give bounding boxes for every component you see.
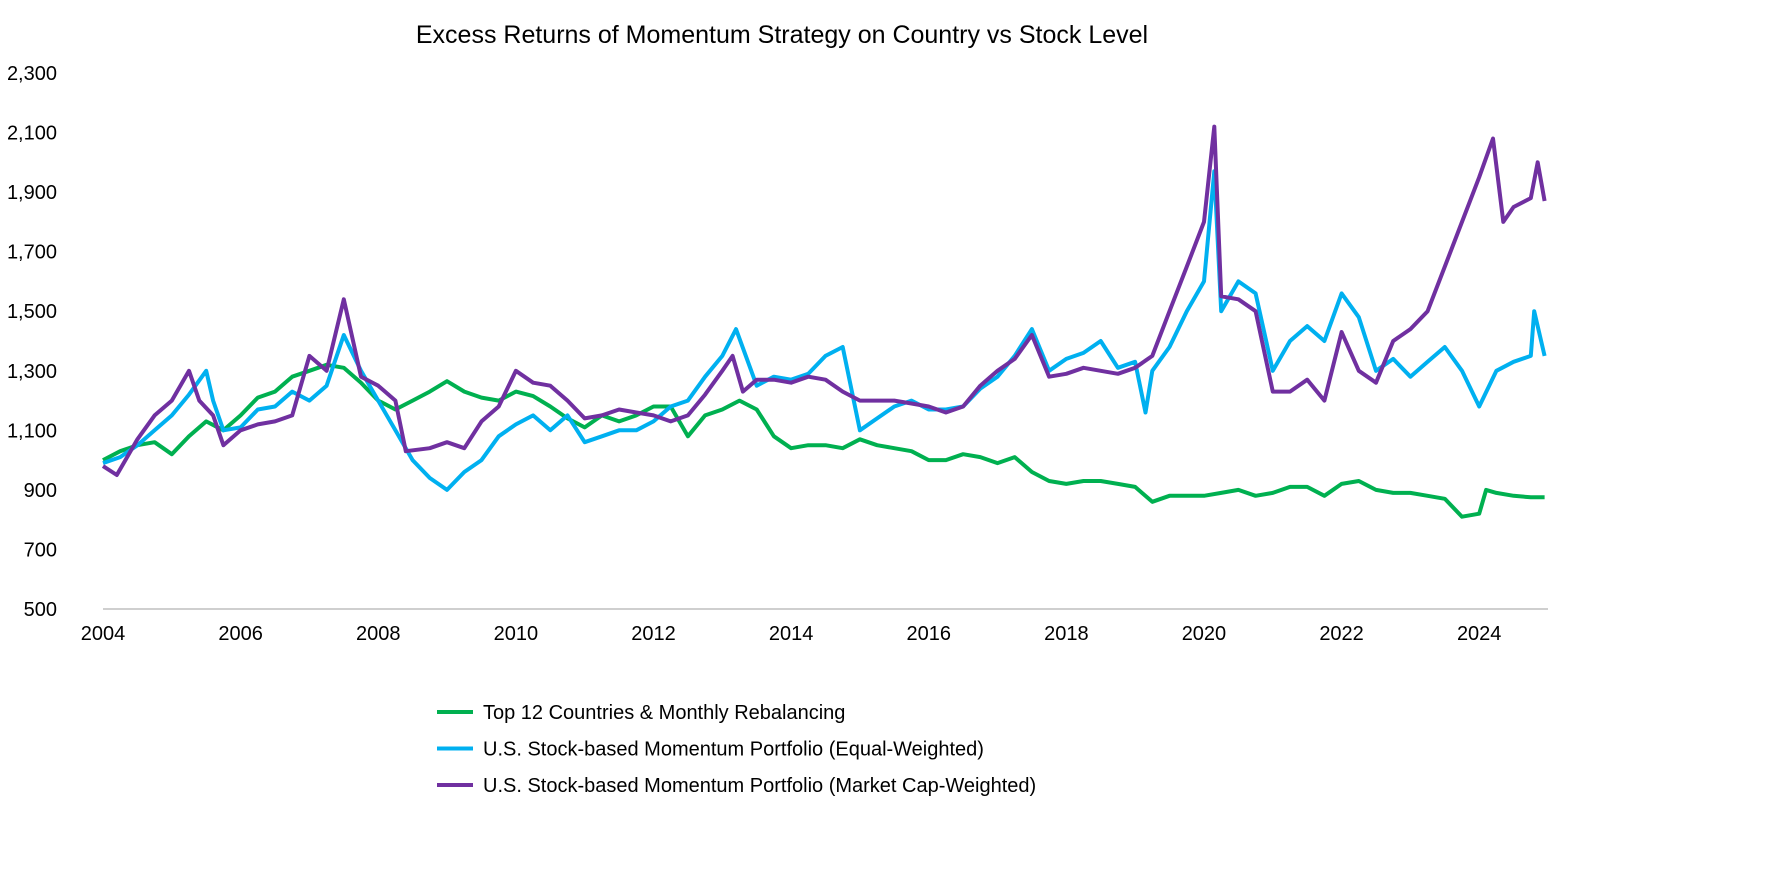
y-tick-label: 500 [24, 599, 57, 621]
x-tick-label: 2020 [1182, 623, 1227, 645]
chart-title: Excess Returns of Momentum Strategy on C… [416, 21, 1148, 49]
y-tick-label: 700 [24, 539, 57, 561]
legend-label: Top 12 Countries & Monthly Rebalancing [483, 702, 845, 724]
y-tick-label: 1,500 [7, 301, 57, 323]
y-tick-label: 2,300 [7, 63, 57, 85]
y-tick-label: 2,100 [7, 123, 57, 145]
y-axis: 500 700 900 1,100 1,300 1,500 1,700 1,900 2,100 2… [7, 63, 57, 621]
series-line-1 [102, 362, 1545, 519]
x-tick-label: 2010 [494, 623, 539, 645]
legend-label: U.S. Stock-based Momentum Portfolio (Mar… [483, 775, 1036, 797]
series-line-2 [102, 169, 1547, 492]
x-axis: 2004 2006 2008 2010 2012 2014 2016 2018 2020 2022… [81, 623, 1502, 645]
x-tick-label: 2022 [1319, 623, 1364, 645]
series-group [101, 124, 1547, 519]
y-tick-label: 1,900 [7, 182, 57, 204]
series-line-3 [101, 124, 1547, 477]
legend-item: U.S. Stock-based Momentum Portfolio (Equ… [437, 739, 984, 761]
y-tick-label: 900 [24, 480, 57, 502]
x-tick-label: 2012 [631, 623, 676, 645]
x-tick-label: 2018 [1044, 623, 1089, 645]
x-tick-label: 2014 [769, 623, 814, 645]
x-tick-label: 2006 [218, 623, 263, 645]
legend-item: U.S. Stock-based Momentum Portfolio (Mar… [437, 775, 1036, 797]
y-tick-label: 1,700 [7, 242, 57, 264]
legend-label: U.S. Stock-based Momentum Portfolio (Equ… [483, 739, 984, 761]
x-tick-label: 2016 [906, 623, 951, 645]
legend-item: Top 12 Countries & Monthly Rebalancing [437, 702, 845, 724]
legend: Top 12 Countries & Monthly Rebalancing U.… [437, 702, 1036, 797]
x-tick-label: 2008 [356, 623, 401, 645]
y-tick-label: 1,100 [7, 420, 57, 442]
x-tick-label: 2004 [81, 623, 126, 645]
y-tick-label: 1,300 [7, 361, 57, 383]
x-tick-label: 2024 [1457, 623, 1502, 645]
